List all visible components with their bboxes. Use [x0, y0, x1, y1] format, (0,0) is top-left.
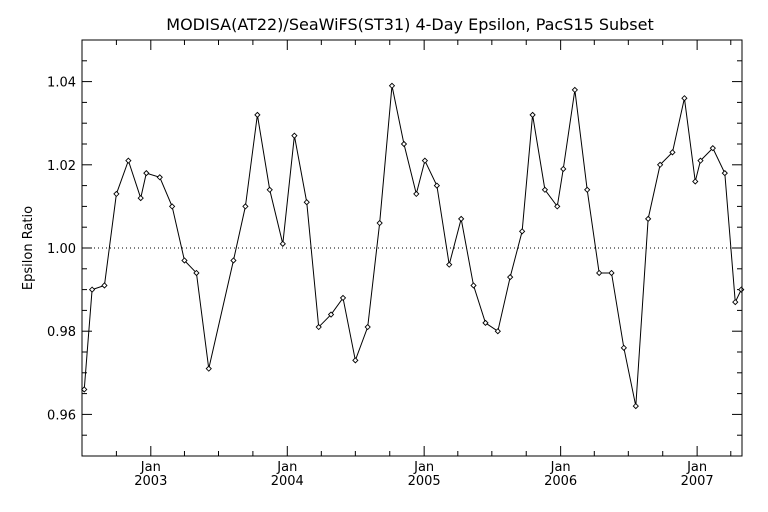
data-point: [608, 269, 615, 277]
data-point: [681, 95, 688, 102]
data-point: [181, 257, 188, 264]
x-tick-year-label: 2003: [134, 474, 167, 489]
x-tick-month-label: Jan: [413, 460, 434, 475]
data-point: [137, 194, 144, 202]
data-point: [327, 311, 335, 318]
chart-title: MODISA(AT22)/SeaWiFS(ST31) 4-Day Epsilon…: [166, 15, 653, 34]
data-point: [697, 157, 704, 164]
data-point: [193, 269, 200, 277]
data-point: [732, 298, 739, 306]
data-point: [738, 286, 745, 293]
y-tick-label: 0.96: [47, 408, 76, 423]
data-point: [81, 386, 88, 393]
series-line: [83, 85, 742, 407]
data-point: [494, 328, 501, 335]
data-point: [560, 165, 567, 173]
data-point: [656, 161, 664, 168]
data-point: [125, 157, 132, 164]
x-tick-month-label: Jan: [140, 460, 161, 475]
data-point: [388, 82, 396, 89]
data-point: [101, 282, 108, 289]
x-tick-month-label: Jan: [550, 460, 571, 475]
x-tick-year-label: 2007: [681, 474, 714, 489]
data-point: [632, 402, 639, 410]
data-point: [339, 294, 347, 302]
data-point: [645, 215, 652, 223]
data-point: [584, 186, 591, 193]
data-point: [168, 203, 176, 210]
data-point: [352, 357, 359, 364]
series-layer: [81, 82, 745, 410]
x-tick-month-label: Jan: [686, 460, 707, 475]
data-point: [315, 323, 322, 331]
data-point: [413, 190, 420, 198]
data-point: [303, 199, 310, 206]
data-point: [376, 219, 383, 227]
data-point: [433, 182, 441, 189]
data-point: [279, 240, 286, 247]
x-tick-month-label: Jan: [276, 460, 297, 475]
data-point: [692, 178, 699, 185]
data-point: [669, 149, 676, 156]
data-point: [482, 319, 489, 327]
x-tick-year-label: 2005: [408, 474, 441, 489]
data-point: [266, 186, 273, 193]
y-axis-label: Epsilon Ratio: [21, 206, 36, 290]
data-point: [230, 257, 237, 264]
data-point: [507, 273, 514, 281]
data-point: [529, 111, 536, 119]
data-point: [571, 86, 578, 94]
data-point: [421, 157, 429, 164]
data-point: [156, 174, 163, 181]
y-tick-label: 1.04: [47, 76, 76, 91]
data-point: [709, 145, 716, 152]
data-point: [721, 169, 728, 177]
y-tick-label: 1.00: [47, 242, 76, 257]
data-point: [113, 190, 120, 198]
x-tick-year-label: 2006: [544, 474, 577, 489]
data-point: [620, 344, 627, 351]
data-point: [470, 282, 477, 289]
y-tick-label: 1.02: [47, 159, 76, 174]
y-tick-label: 0.98: [47, 325, 76, 340]
data-point: [541, 186, 549, 193]
data-point: [205, 365, 212, 372]
data-point: [242, 203, 249, 210]
data-point: [291, 132, 298, 139]
data-point: [596, 269, 603, 277]
data-point: [400, 140, 408, 148]
x-tick-year-label: 2004: [271, 474, 304, 489]
data-point: [458, 215, 465, 223]
plot-frame: [81, 39, 743, 457]
data-point: [446, 261, 453, 268]
axis-ticks: 0.960.981.001.021.04Jan2003Jan2004Jan200…: [47, 39, 742, 489]
data-point: [554, 203, 561, 210]
data-point: [143, 169, 150, 177]
data-point: [88, 286, 96, 293]
data-point: [254, 111, 261, 119]
data-point: [364, 323, 371, 331]
data-point: [518, 228, 526, 235]
